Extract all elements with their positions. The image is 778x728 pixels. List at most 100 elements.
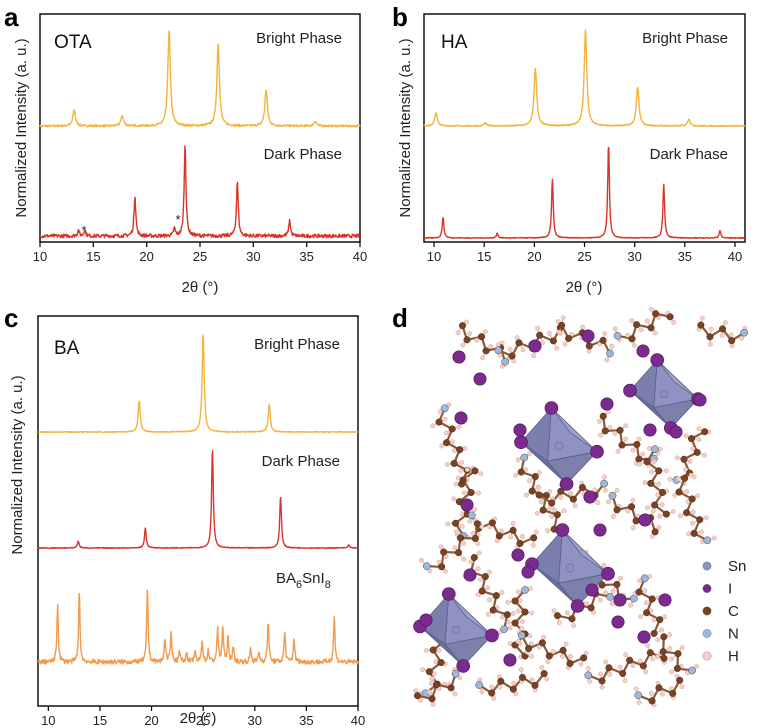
hydrogen-atom (518, 667, 524, 673)
carbon-atom (437, 659, 445, 667)
carbon-atom (673, 664, 681, 672)
iodine-atom (441, 587, 456, 601)
carbon-atom (503, 611, 511, 619)
carbon-atom (569, 495, 577, 503)
hydrogen-atom (499, 590, 505, 596)
hydrogen-atom (679, 684, 685, 690)
hydrogen-atom (603, 590, 609, 596)
nitrogen-atom (613, 331, 622, 340)
hydrogen-atom (647, 445, 652, 451)
carbon-atom (648, 697, 656, 705)
hydrogen-atom (694, 663, 699, 669)
sample-label-c: BA (54, 338, 80, 359)
hydrogen-atom (515, 608, 521, 614)
hydrogen-atom (556, 329, 562, 335)
carbon-atom (652, 310, 660, 318)
hydrogen-atom (648, 690, 654, 696)
hydrogen-atom (649, 469, 655, 475)
hydrogen-atom (603, 659, 608, 665)
hydrogen-atom (663, 468, 669, 474)
hydrogen-atom (495, 342, 501, 348)
hydrogen-atom (558, 494, 564, 500)
carbon-atom (578, 483, 586, 491)
carbon-atom (676, 676, 684, 684)
carbon-atom (618, 441, 626, 449)
carbon-atom (688, 435, 696, 443)
hydrogen-atom (728, 332, 734, 338)
hydrogen-atom (650, 508, 656, 514)
x-tick-label-30: 30 (248, 713, 262, 728)
hydrogen-atom (476, 490, 482, 496)
panel-letter-a: a (4, 2, 19, 32)
hydrogen-atom (478, 577, 484, 583)
carbon-atom (509, 685, 517, 693)
hydrogen-atom (530, 543, 536, 548)
hydrogen-atom (474, 337, 480, 343)
carbon-atom (553, 511, 561, 519)
nitrogen-atom (517, 631, 526, 640)
carbon-atom (662, 510, 670, 518)
hydrogen-atom (597, 418, 602, 424)
dark-phase-label-c: Dark Phase (262, 453, 340, 470)
hydrogen-atom (437, 409, 443, 415)
carbon-atom (599, 336, 607, 344)
hydrogen-atom (562, 341, 568, 347)
hydrogen-atom (545, 528, 551, 534)
hydrogen-atom (707, 341, 713, 347)
carbon-atom (454, 549, 462, 557)
ba6sni8-label: BA6SnI8 (276, 570, 331, 591)
hydrogen-atom (433, 659, 439, 665)
carbon-atom (613, 580, 621, 588)
carbon-atom (616, 426, 624, 434)
hydrogen-atom (719, 332, 725, 338)
legend-label-sn: Sn (728, 558, 746, 575)
carbon-atom (516, 540, 524, 548)
carbon-atom (497, 677, 505, 685)
hydrogen-atom (458, 468, 464, 474)
hydrogen-atom (442, 416, 448, 422)
hydrogen-atom (475, 592, 481, 598)
hydrogen-atom (420, 667, 426, 673)
x-tick-label-15: 15 (93, 713, 107, 728)
carbon-atom (531, 681, 539, 689)
hydrogen-atom (722, 320, 728, 326)
hydrogen-atom (470, 530, 476, 536)
hydrogen-atom (623, 436, 629, 442)
hydrogen-atom (618, 575, 624, 581)
hydrogen-atom (657, 513, 663, 519)
hydrogen-atom (541, 634, 547, 640)
hydrogen-atom (642, 588, 648, 594)
carbon-atom (414, 692, 422, 700)
carbon-atom (450, 459, 458, 467)
carbon-atom (605, 664, 613, 672)
hydrogen-atom (482, 329, 488, 335)
carbon-atom (628, 335, 636, 343)
hydrogen-atom (583, 650, 589, 656)
hydrogen-atom (455, 330, 461, 336)
hydrogen-atom (649, 656, 655, 662)
hydrogen-atom (531, 353, 537, 359)
x-tick-label-20: 20 (139, 249, 153, 264)
carbon-atom (650, 629, 658, 637)
x-ticks-c: 10 15 20 25 30 35 40 (41, 706, 365, 728)
hydrogen-atom (609, 343, 615, 349)
carbon-atom (489, 606, 497, 614)
trace-b-dark-phase (423, 147, 746, 240)
carbon-atom (697, 321, 705, 329)
dark-phase-label-a: Dark Phase (264, 146, 342, 163)
hydrogen-atom (684, 489, 690, 495)
carbon-atom (696, 516, 704, 524)
carbon-atom (646, 649, 654, 657)
carbon-atom (643, 458, 651, 466)
hydrogen-atom (528, 641, 534, 647)
nitrogen-atom (422, 562, 431, 570)
carbon-atom (690, 529, 698, 537)
hydrogen-atom (683, 433, 689, 439)
hydrogen-atom (690, 446, 696, 452)
hydrogen-atom (491, 696, 497, 701)
hydrogen-atom (699, 529, 704, 535)
trace-c-dark-phase (37, 450, 359, 550)
carbon-atom (728, 337, 736, 345)
hydrogen-atom (640, 451, 646, 457)
iodine-atom (623, 383, 637, 398)
